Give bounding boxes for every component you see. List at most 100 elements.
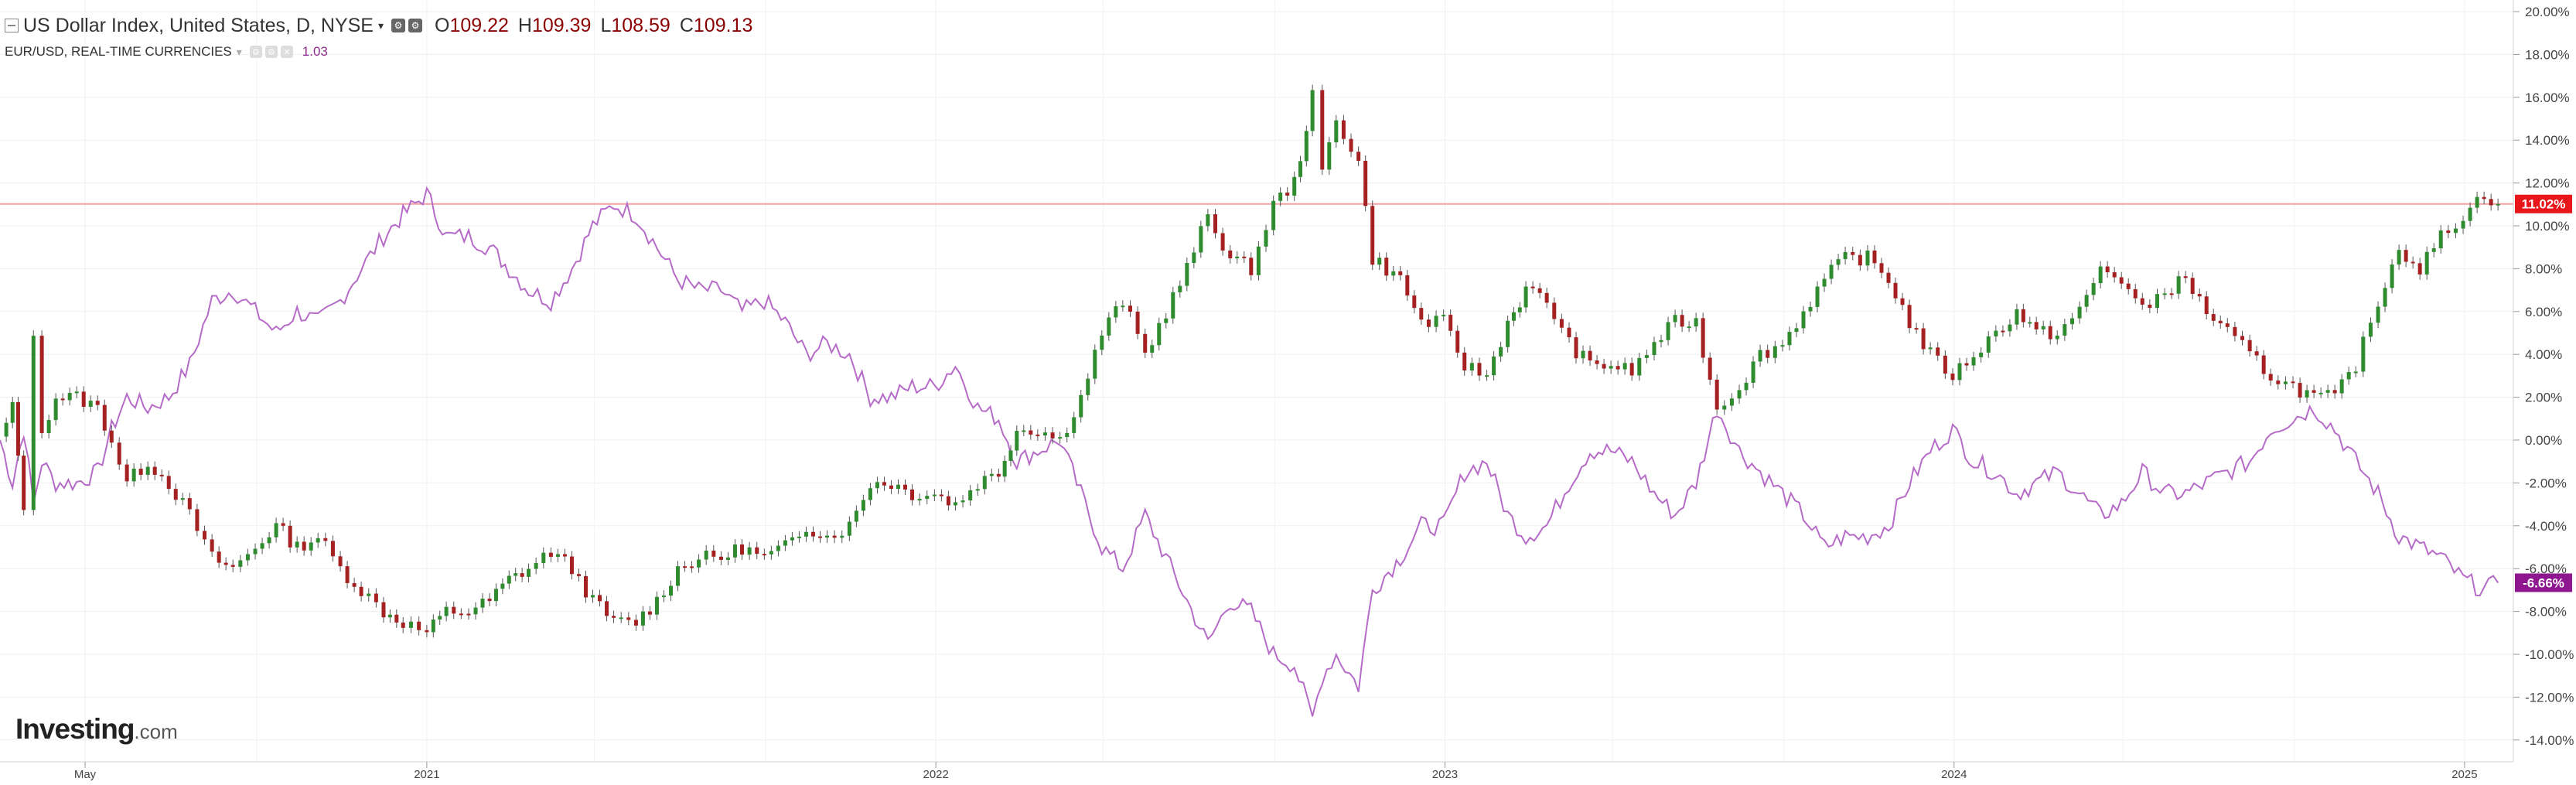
candle (1588, 345, 1592, 366)
candle-body (152, 466, 157, 475)
candle-body (1758, 350, 1762, 362)
y-tick-label: -4.00% (2525, 519, 2567, 534)
chevron-down-icon[interactable]: ▾ (236, 45, 242, 58)
candle-body (1714, 379, 1719, 410)
candle (1384, 252, 1389, 282)
chevron-down-icon[interactable]: ▾ (377, 19, 384, 32)
candle-body (81, 391, 86, 407)
candle (562, 548, 567, 562)
candle (2431, 243, 2436, 258)
settings-icon[interactable]: ⚙ (249, 46, 262, 58)
candle (2496, 198, 2500, 211)
dxy-candles (4, 84, 2500, 638)
candle-body (1794, 328, 1799, 333)
candle (1157, 317, 1162, 351)
candle-body (2119, 277, 2124, 284)
close-icon[interactable]: ✕ (280, 46, 293, 58)
candle (1327, 137, 1332, 176)
candle-body (316, 538, 320, 543)
candle-body (1434, 316, 1438, 327)
candle-body (654, 596, 659, 615)
candle-body (2233, 326, 2237, 336)
candle (2155, 288, 2159, 314)
candle (1907, 299, 1912, 334)
candle (338, 551, 343, 572)
candle-body (1492, 356, 1496, 376)
candle (1285, 187, 1290, 201)
candle-body (109, 430, 114, 443)
candle (2461, 215, 2465, 234)
candle-body (527, 568, 531, 577)
candle (1405, 269, 1410, 301)
candle-body (1865, 250, 1870, 266)
candle-body (2055, 335, 2059, 340)
candle (576, 568, 581, 582)
candle (444, 601, 449, 622)
high-key: H (517, 14, 532, 36)
candle-body (1602, 363, 1606, 369)
gear-icon[interactable]: ⚙ (408, 19, 422, 32)
candle-body (22, 456, 26, 510)
candle-body (2482, 196, 2486, 200)
candle-body (1442, 315, 1446, 317)
close-key: C (679, 14, 694, 36)
gear-icon[interactable]: ⚙ (264, 46, 278, 58)
settings-icon[interactable]: ⚙ (391, 19, 405, 32)
candle-body (2346, 372, 2351, 380)
candle-body (2015, 309, 2019, 325)
candle (1412, 290, 1417, 314)
candle (2305, 384, 2309, 403)
candle (1164, 312, 1169, 329)
candle-body (1485, 375, 1489, 377)
candle-body (267, 537, 271, 544)
candle-body (1249, 258, 1254, 275)
candle-body (2404, 250, 2408, 262)
candle-body (2298, 383, 2302, 398)
candle-body (2353, 371, 2358, 374)
candle-body (1986, 336, 1991, 353)
y-tick-label: 10.00% (2525, 219, 2570, 234)
candle (1015, 425, 1019, 456)
candle (527, 563, 531, 582)
candle-body (591, 595, 595, 598)
candle-body (323, 538, 328, 541)
candle (2240, 330, 2245, 346)
candle-body (1050, 432, 1055, 439)
candle (138, 463, 143, 480)
candle-body (2424, 251, 2429, 275)
candle-body (1729, 398, 1734, 406)
candle-body (1304, 131, 1308, 162)
candle (1065, 427, 1070, 443)
candle-body (1426, 319, 1431, 327)
candle-body (917, 499, 922, 501)
candle-body (2312, 390, 2316, 393)
candle-body (2126, 283, 2131, 289)
candle (1349, 133, 1353, 158)
candle-body (1644, 355, 1649, 358)
candle (1448, 309, 1453, 336)
candle (1341, 114, 1346, 145)
candle (1377, 252, 1382, 271)
candle (500, 578, 505, 595)
candle-body (896, 484, 900, 489)
candle (1391, 265, 1396, 282)
candle (1100, 329, 1104, 356)
candle-body (1552, 302, 1557, 319)
candle (1008, 445, 1013, 466)
candle-body (1192, 252, 1196, 263)
candle-body (1114, 306, 1118, 318)
candle-body (507, 575, 511, 584)
candle (2325, 384, 2330, 398)
candle (2361, 331, 2366, 377)
candle (374, 588, 378, 608)
candle (39, 330, 44, 439)
y-tick-label: 16.00% (2525, 90, 2570, 105)
candle-body (2325, 390, 2330, 393)
candle (2063, 319, 2067, 341)
candle (2404, 244, 2408, 268)
collapse-legend-icon[interactable] (5, 19, 19, 32)
candle-body (2268, 374, 2273, 381)
candle (2119, 271, 2124, 289)
candle-body (338, 556, 343, 567)
